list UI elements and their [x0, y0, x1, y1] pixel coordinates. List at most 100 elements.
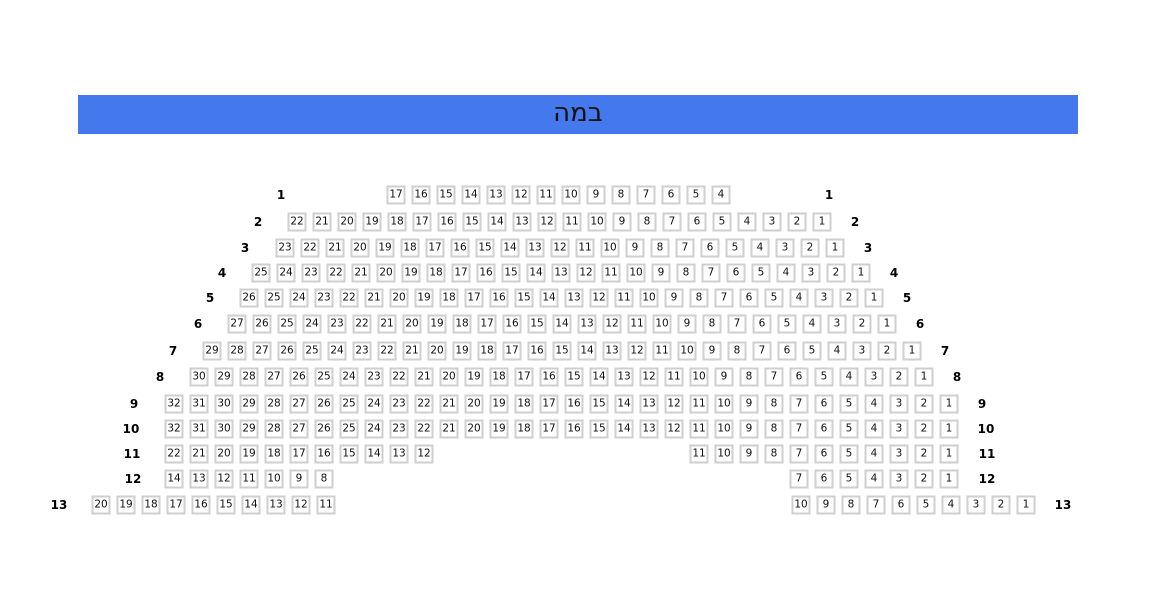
seat[interactable]: 2 — [852, 314, 872, 334]
seat[interactable]: 31 — [189, 419, 209, 439]
seat[interactable]: 7 — [789, 394, 809, 414]
seat[interactable]: 7 — [789, 469, 809, 489]
seat[interactable]: 26 — [289, 367, 309, 387]
seat[interactable]: 2 — [800, 238, 820, 258]
seat[interactable]: 17 — [514, 367, 534, 387]
seat[interactable]: 4 — [941, 495, 961, 515]
seat[interactable]: 11 — [652, 341, 672, 361]
seat[interactable]: 16 — [437, 212, 457, 232]
seat[interactable]: 16 — [191, 495, 211, 515]
seat[interactable]: 5 — [751, 263, 771, 283]
seat[interactable]: 13 — [389, 444, 409, 464]
seat[interactable]: 6 — [789, 367, 809, 387]
seat[interactable]: 19 — [116, 495, 136, 515]
seat[interactable]: 18 — [387, 212, 407, 232]
seat[interactable]: 10 — [652, 314, 672, 334]
seat[interactable]: 7 — [866, 495, 886, 515]
seat[interactable]: 12 — [511, 185, 531, 205]
seat[interactable]: 14 — [614, 419, 634, 439]
seat[interactable]: 28 — [264, 419, 284, 439]
seat[interactable]: 20 — [389, 288, 409, 308]
seat[interactable]: 26 — [277, 341, 297, 361]
seat[interactable]: 18 — [477, 341, 497, 361]
seat[interactable]: 21 — [189, 444, 209, 464]
seat[interactable]: 24 — [302, 314, 322, 334]
seat[interactable]: 18 — [514, 419, 534, 439]
seat[interactable]: 9 — [714, 367, 734, 387]
seat[interactable]: 8 — [764, 419, 784, 439]
seat[interactable]: 27 — [252, 341, 272, 361]
seat[interactable]: 20 — [91, 495, 111, 515]
seat[interactable]: 24 — [289, 288, 309, 308]
seat[interactable]: 20 — [214, 444, 234, 464]
seat[interactable]: 24 — [327, 341, 347, 361]
seat[interactable]: 27 — [289, 419, 309, 439]
seat[interactable]: 29 — [239, 419, 259, 439]
seat[interactable]: 12 — [664, 394, 684, 414]
seat[interactable]: 23 — [352, 341, 372, 361]
seat[interactable]: 22 — [339, 288, 359, 308]
seat[interactable]: 3 — [762, 212, 782, 232]
seat[interactable]: 17 — [451, 263, 471, 283]
seat[interactable]: 19 — [375, 238, 395, 258]
seat[interactable]: 11 — [627, 314, 647, 334]
seat[interactable]: 25 — [277, 314, 297, 334]
seat[interactable]: 24 — [276, 263, 296, 283]
seat[interactable]: 15 — [216, 495, 236, 515]
seat[interactable]: 15 — [475, 238, 495, 258]
seat[interactable]: 5 — [764, 288, 784, 308]
seat[interactable]: 8 — [764, 394, 784, 414]
seat[interactable]: 17 — [477, 314, 497, 334]
seat[interactable]: 16 — [314, 444, 334, 464]
seat[interactable]: 13 — [564, 288, 584, 308]
seat[interactable]: 1 — [864, 288, 884, 308]
seat[interactable]: 20 — [350, 238, 370, 258]
seat[interactable]: 16 — [527, 341, 547, 361]
seat[interactable]: 22 — [377, 341, 397, 361]
seat[interactable]: 13 — [577, 314, 597, 334]
seat[interactable]: 17 — [425, 238, 445, 258]
seat[interactable]: 10 — [791, 495, 811, 515]
seat[interactable]: 6 — [814, 469, 834, 489]
seat[interactable]: 15 — [589, 394, 609, 414]
seat[interactable]: 8 — [637, 212, 657, 232]
seat[interactable]: 7 — [752, 341, 772, 361]
seat[interactable]: 23 — [364, 367, 384, 387]
seat[interactable]: 16 — [564, 419, 584, 439]
seat[interactable]: 31 — [189, 394, 209, 414]
seat[interactable]: 4 — [802, 314, 822, 334]
seat[interactable]: 9 — [739, 419, 759, 439]
seat[interactable]: 5 — [839, 444, 859, 464]
seat[interactable]: 22 — [326, 263, 346, 283]
seat[interactable]: 14 — [577, 341, 597, 361]
seat[interactable]: 23 — [301, 263, 321, 283]
seat[interactable]: 16 — [502, 314, 522, 334]
seat[interactable]: 15 — [564, 367, 584, 387]
seat[interactable]: 15 — [501, 263, 521, 283]
seat[interactable]: 15 — [339, 444, 359, 464]
seat[interactable]: 25 — [251, 263, 271, 283]
seat[interactable]: 2 — [914, 394, 934, 414]
seat[interactable]: 25 — [314, 367, 334, 387]
seat[interactable]: 8 — [314, 469, 334, 489]
seat[interactable]: 11 — [664, 367, 684, 387]
seat[interactable]: 22 — [300, 238, 320, 258]
seat[interactable]: 21 — [439, 394, 459, 414]
seat[interactable]: 9 — [816, 495, 836, 515]
seat[interactable]: 4 — [864, 444, 884, 464]
seat[interactable]: 8 — [676, 263, 696, 283]
seat[interactable]: 4 — [776, 263, 796, 283]
seat[interactable]: 30 — [214, 394, 234, 414]
seat[interactable]: 10 — [714, 419, 734, 439]
seat[interactable]: 20 — [439, 367, 459, 387]
seat[interactable]: 3 — [864, 367, 884, 387]
seat[interactable]: 12 — [589, 288, 609, 308]
seat[interactable]: 7 — [636, 185, 656, 205]
seat[interactable]: 15 — [462, 212, 482, 232]
seat[interactable]: 7 — [714, 288, 734, 308]
seat[interactable]: 10 — [600, 238, 620, 258]
seat[interactable]: 7 — [727, 314, 747, 334]
seat[interactable]: 15 — [527, 314, 547, 334]
seat[interactable]: 14 — [461, 185, 481, 205]
seat[interactable]: 18 — [439, 288, 459, 308]
